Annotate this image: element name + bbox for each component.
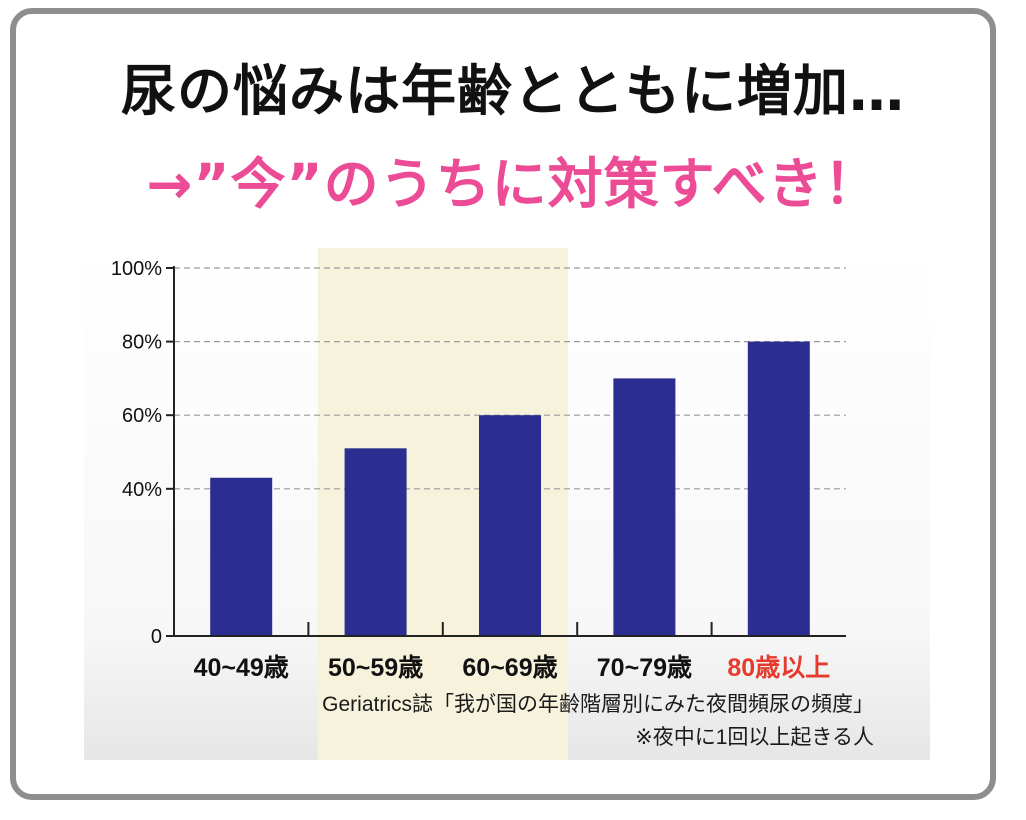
- chart-note: ※夜中に1回以上起きる人: [635, 726, 874, 749]
- bar-1: [210, 477, 273, 636]
- headline-accent: →”今”のうちに対策すべき！: [146, 152, 880, 216]
- y-tick-label: 100%: [111, 258, 162, 280]
- chart-source: Geriatrics誌「我が国の年齢階層別にみた夜間頻尿の頻度」: [322, 693, 874, 716]
- x-category-label: 50~59歳: [328, 654, 423, 682]
- bar-2: [344, 448, 407, 636]
- y-tick-label: 0: [151, 626, 162, 648]
- x-category-label: 60~69歳: [462, 654, 557, 682]
- bar-5: [747, 341, 810, 636]
- x-category-label: 80歳以上: [727, 654, 830, 682]
- headline-main: 尿の悩みは年齢とともに増加…: [120, 59, 905, 123]
- x-category-label: 40~49歳: [194, 654, 289, 682]
- y-tick-label: 40%: [122, 479, 162, 501]
- y-tick-label: 60%: [122, 405, 162, 427]
- y-tick-label: 80%: [122, 332, 162, 354]
- x-category-label: 70~79歳: [597, 654, 692, 682]
- bar-3: [479, 415, 541, 636]
- bar-chart: 0 40% 60% 80% 100% 40~49歳 50~59歳 60~69歳 70~79歳 80…: [84, 248, 930, 760]
- chart-container: 0 40% 60% 80% 100% 40~49歳 50~59歳 60~69歳 70~79歳 80…: [84, 248, 930, 760]
- bar-4: [613, 378, 676, 636]
